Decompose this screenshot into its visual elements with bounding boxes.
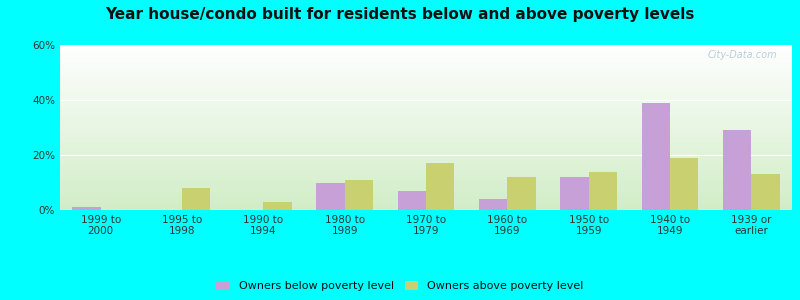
Bar xyxy=(751,174,780,210)
Text: Year house/condo built for residents below and above poverty levels: Year house/condo built for residents bel… xyxy=(106,8,694,22)
Bar xyxy=(182,188,210,210)
Bar xyxy=(398,191,426,210)
Bar xyxy=(316,182,345,210)
Bar xyxy=(507,177,536,210)
Bar xyxy=(642,103,670,210)
Legend: Owners below poverty level, Owners above poverty level: Owners below poverty level, Owners above… xyxy=(213,277,587,294)
Bar xyxy=(263,202,292,210)
Bar xyxy=(479,199,507,210)
Bar xyxy=(723,130,751,210)
Bar xyxy=(345,180,373,210)
Bar xyxy=(72,207,101,210)
Text: City-Data.com: City-Data.com xyxy=(708,50,778,60)
Bar xyxy=(670,158,698,210)
Bar xyxy=(589,172,617,210)
Bar xyxy=(560,177,589,210)
Bar xyxy=(426,163,454,210)
